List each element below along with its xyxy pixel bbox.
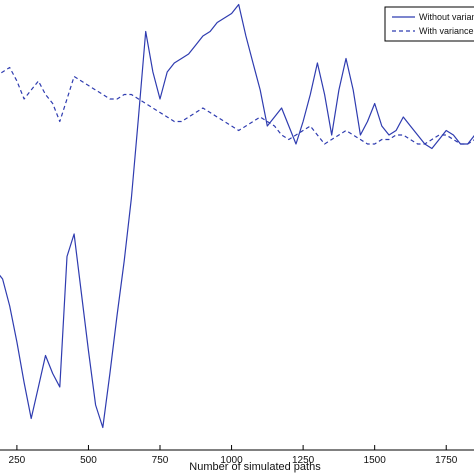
legend: Without variance r With variance r (384, 6, 474, 42)
x-tick-label: 1000 (220, 455, 243, 466)
x-axis-label: Number of simulated paths (189, 461, 321, 473)
legend-box (384, 6, 474, 42)
x-tick-label: 500 (80, 455, 97, 466)
series-line-without-variance (0, 3, 474, 429)
x-tick-label: 250 (9, 455, 26, 466)
x-tick-label: 1750 (435, 455, 458, 466)
x-tick-label: 1500 (364, 455, 387, 466)
x-tick-label: 1250 (292, 455, 315, 466)
legend-label-without: Without variance r (419, 12, 474, 22)
x-axis-ticks: 250 500 750 1000 1250 1500 1750 (9, 445, 458, 466)
legend-label-with: With variance r (419, 26, 474, 36)
series-layer (0, 3, 474, 429)
series-line-with-variance (0, 66, 474, 145)
x-tick-label: 750 (152, 455, 169, 466)
